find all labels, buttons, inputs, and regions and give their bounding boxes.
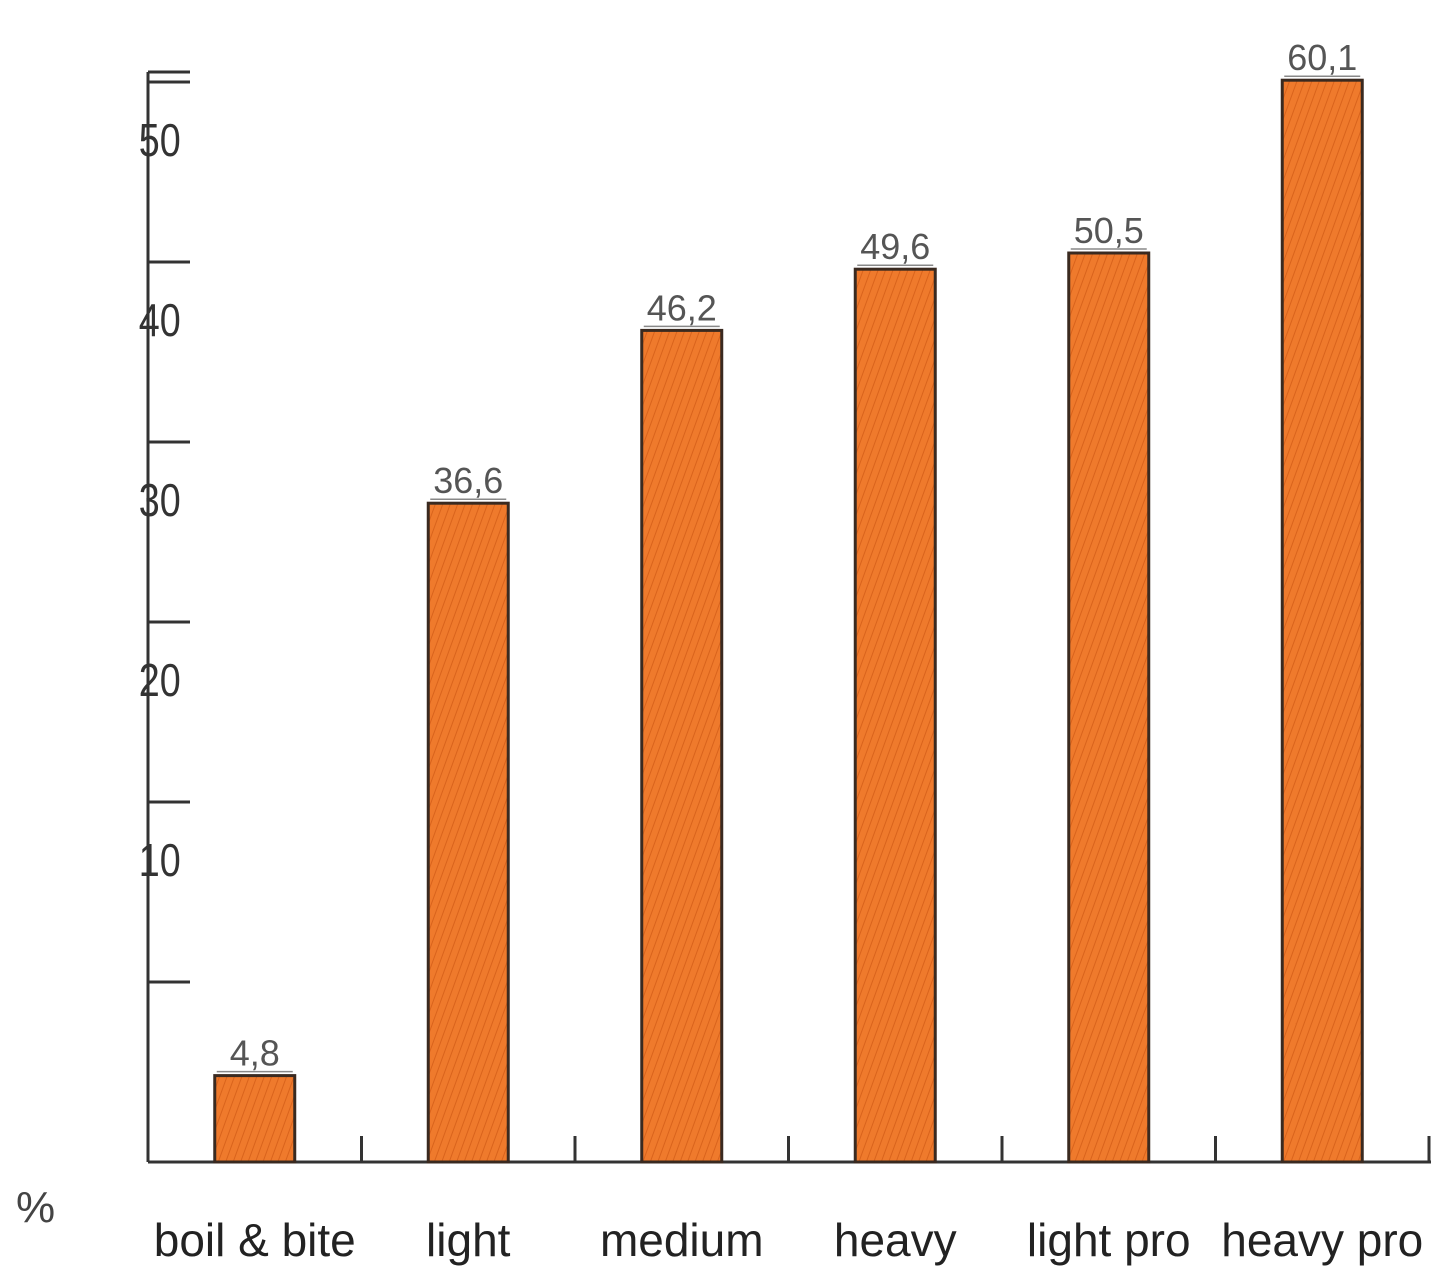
y-tick-label: 30 (139, 474, 181, 525)
category-label: light pro (1027, 1214, 1191, 1266)
bar (853, 267, 937, 1164)
bar (1280, 78, 1364, 1164)
data-label: 36,6 (433, 460, 503, 501)
data-label: 49,6 (860, 226, 930, 267)
category-label: light (426, 1214, 511, 1266)
y-tick-label: 40 (139, 294, 181, 345)
data-label: 50,5 (1074, 210, 1144, 251)
category-label: heavy (834, 1214, 957, 1266)
data-label: 4,8 (230, 1033, 280, 1074)
data-labels: 4,8 36,6 46,2 49,6 50,5 60,1 (216, 37, 1361, 1074)
y-axis (146, 70, 190, 1162)
x-ticks (360, 1136, 1431, 1162)
category-label: boil & bite (154, 1214, 356, 1266)
bars (213, 78, 1364, 1164)
bar (213, 1074, 297, 1164)
y-tick-label: 50 (139, 114, 181, 165)
y-axis-unit-label: % (16, 1183, 55, 1232)
bar (640, 328, 724, 1164)
bar (1067, 251, 1151, 1164)
category-label: medium (600, 1214, 764, 1266)
bar (426, 501, 510, 1164)
category-labels: boil & bite light medium heavy light pro heav… (154, 1214, 1424, 1266)
y-ticks: 102030405060 (139, 80, 190, 984)
y-tick-label: 10 (139, 834, 181, 885)
category-label: heavy pro (1221, 1214, 1423, 1266)
data-label: 60,1 (1287, 37, 1357, 78)
data-label: 46,2 (647, 287, 717, 328)
y-tick-label: 20 (139, 654, 181, 705)
